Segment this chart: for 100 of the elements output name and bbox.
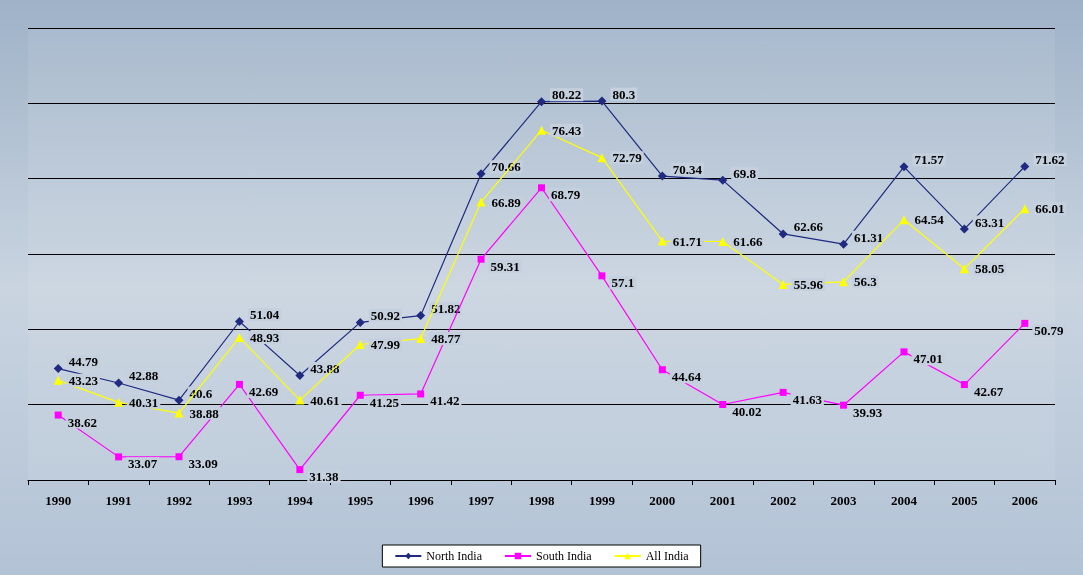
point xyxy=(417,390,425,398)
point xyxy=(718,175,728,185)
data-label: 50.79 xyxy=(1034,322,1065,338)
x-tick-label: 2004 xyxy=(890,493,918,508)
point xyxy=(53,375,63,385)
point xyxy=(840,401,848,409)
data-label: 56.3 xyxy=(854,274,878,290)
point xyxy=(416,334,426,344)
data-label: 47.01 xyxy=(913,351,943,367)
x-tick-label: 1998 xyxy=(528,493,555,508)
point xyxy=(899,162,909,172)
data-label: 71.62 xyxy=(1035,151,1065,167)
x-tick-label: 1990 xyxy=(45,493,72,508)
point xyxy=(839,239,849,249)
x-tick-label: 1997 xyxy=(468,493,495,508)
point xyxy=(477,255,485,263)
data-label: 64.54 xyxy=(914,212,945,228)
data-label: 50.92 xyxy=(370,307,401,323)
x-tick-label: 1994 xyxy=(286,493,314,508)
data-label: 40.02 xyxy=(732,404,762,420)
data-label: 66.89 xyxy=(491,194,522,210)
point xyxy=(778,279,788,289)
point xyxy=(778,229,788,239)
point xyxy=(295,395,305,405)
point xyxy=(115,453,123,461)
x-tick-label: 2000 xyxy=(649,493,676,508)
x-tick-label: 1996 xyxy=(407,493,435,508)
point xyxy=(959,224,969,234)
data-label: 44.79 xyxy=(68,354,99,370)
point xyxy=(657,236,667,246)
data-label: 71.57 xyxy=(914,152,945,168)
data-label: 33.07 xyxy=(128,456,158,472)
data-label: 40.31 xyxy=(129,394,159,410)
point xyxy=(1020,161,1030,171)
data-label: 59.31 xyxy=(490,258,520,274)
data-label: 70.34 xyxy=(672,161,703,177)
point xyxy=(959,264,969,274)
data-label: 61.31 xyxy=(854,229,884,245)
x-tick-label: 2001 xyxy=(709,493,736,508)
point xyxy=(295,370,305,380)
x-tick-label: 2002 xyxy=(770,493,797,508)
point xyxy=(355,317,365,327)
data-label: 57.1 xyxy=(611,275,635,291)
point xyxy=(296,466,304,474)
data-label: 62.66 xyxy=(793,219,824,235)
point xyxy=(900,348,908,356)
data-label: 72.79 xyxy=(612,150,643,166)
point xyxy=(658,366,666,374)
x-tick-label: 2003 xyxy=(830,493,858,508)
point xyxy=(53,364,63,374)
data-label: 38.62 xyxy=(67,414,97,430)
data-label: 68.79 xyxy=(551,187,581,203)
data-label: 39.93 xyxy=(853,404,883,420)
data-label: 40.61 xyxy=(310,392,340,408)
legend-label: North India xyxy=(426,549,483,563)
point xyxy=(114,397,124,407)
point xyxy=(538,184,545,192)
point xyxy=(597,96,607,106)
point xyxy=(174,408,184,418)
data-label: 38.88 xyxy=(189,405,220,421)
point xyxy=(235,380,243,388)
data-label: 66.01 xyxy=(1035,201,1065,217)
point xyxy=(355,339,365,349)
point xyxy=(175,453,183,461)
point xyxy=(719,401,727,409)
point xyxy=(598,272,606,280)
x-tick-label: 1995 xyxy=(347,493,374,508)
point xyxy=(234,332,244,342)
point xyxy=(899,215,909,225)
data-label: 61.66 xyxy=(733,233,763,249)
x-tick-label: 1999 xyxy=(588,493,616,508)
data-label: 55.96 xyxy=(793,276,824,292)
point xyxy=(537,97,546,107)
data-label: 80.3 xyxy=(612,86,636,102)
data-label: 42.88 xyxy=(129,368,159,384)
data-label: 44.64 xyxy=(671,369,702,385)
point xyxy=(537,125,546,135)
data-label: 41.42 xyxy=(430,393,460,409)
point xyxy=(174,395,184,405)
point xyxy=(960,381,968,389)
point xyxy=(54,411,62,419)
data-label: 43.23 xyxy=(68,372,99,388)
data-label: 69.8 xyxy=(733,165,757,181)
legend-label: South India xyxy=(536,549,593,563)
point xyxy=(476,169,486,179)
data-label: 47.99 xyxy=(370,336,401,352)
data-label: 48.77 xyxy=(431,331,461,347)
legend-label: All India xyxy=(645,549,690,563)
x-tick-label: 2005 xyxy=(951,493,978,508)
data-label: 31.38 xyxy=(309,469,340,485)
x-tick-label: 1992 xyxy=(166,493,193,508)
data-label: 42.67 xyxy=(973,384,1004,400)
data-label: 48.93 xyxy=(249,329,280,345)
point xyxy=(114,378,124,388)
data-label: 33.09 xyxy=(188,456,219,472)
point xyxy=(839,277,849,287)
x-tick-label: 2006 xyxy=(1011,493,1039,508)
point xyxy=(416,311,426,321)
point xyxy=(597,153,607,163)
point xyxy=(476,197,486,207)
